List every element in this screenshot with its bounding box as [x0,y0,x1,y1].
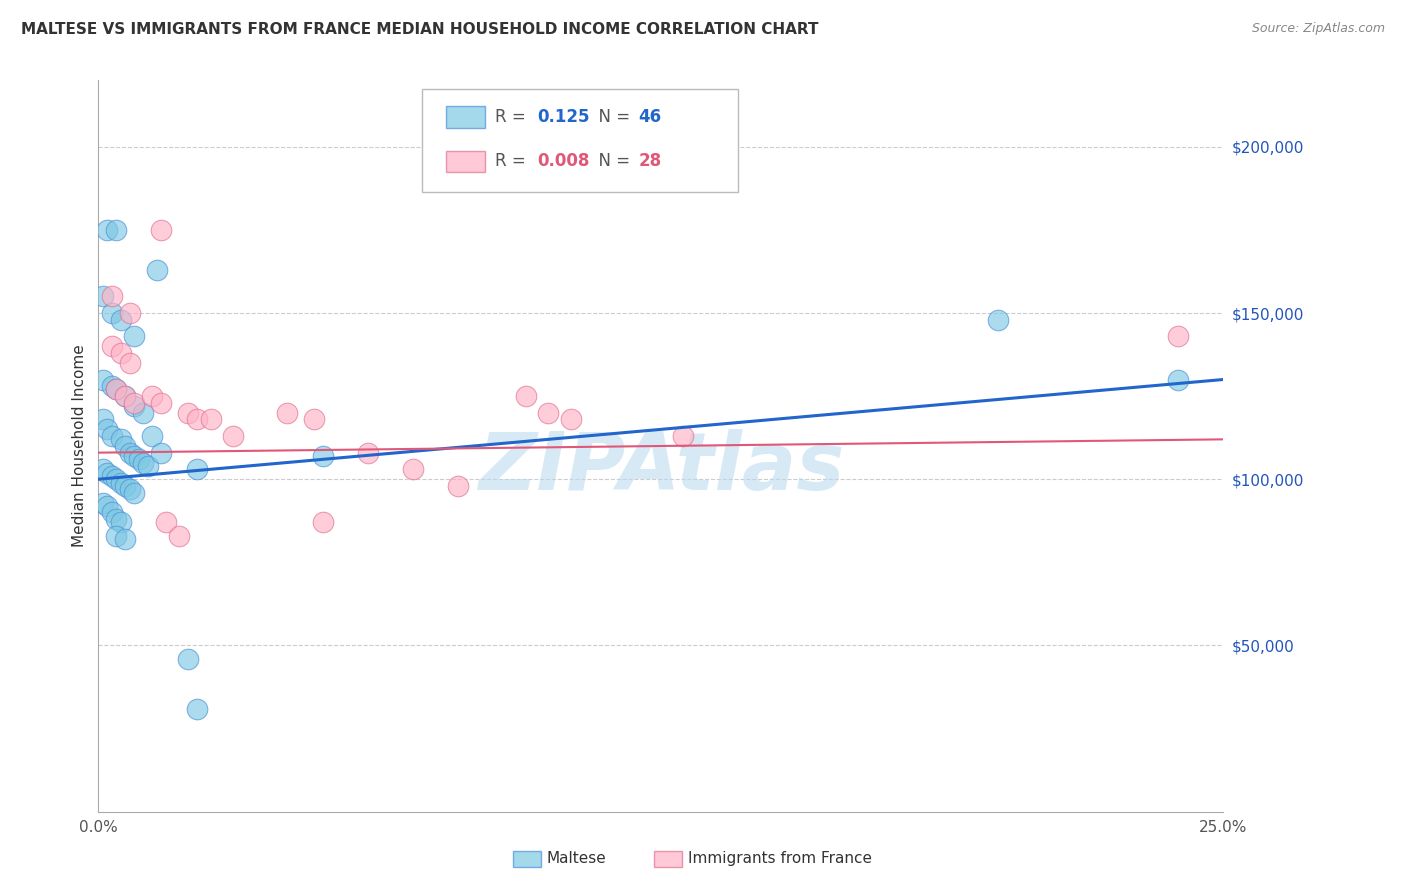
Point [118,482,141,496]
Point [1167,329,1189,343]
Point [357,445,380,459]
Text: ZIPAtlas: ZIPAtlas [478,429,844,507]
Point [105,472,128,486]
Point [114,389,136,403]
Point [105,512,128,526]
Point [447,479,470,493]
Point [169,529,191,543]
Point [96,466,118,480]
Text: R =: R = [495,153,531,170]
Point [177,652,200,666]
Point [110,433,132,447]
Point [118,356,141,370]
Text: R =: R = [495,108,531,126]
Point [186,462,208,476]
Point [101,306,124,320]
Point [101,506,124,520]
Text: Source: ZipAtlas.com: Source: ZipAtlas.com [1251,22,1385,36]
Text: N =: N = [588,108,636,126]
Point [141,389,163,403]
Point [672,429,695,443]
Point [141,429,163,443]
Point [124,449,146,463]
Point [155,516,177,530]
Point [110,346,132,360]
Text: 28: 28 [638,153,661,170]
Point [105,529,128,543]
Point [132,456,155,470]
Point [136,458,159,473]
Point [118,445,141,459]
Point [110,312,132,326]
Point [276,406,298,420]
Point [987,312,1010,326]
Point [114,479,136,493]
Point [105,223,128,237]
Point [402,462,425,476]
Point [132,406,155,420]
Point [304,412,326,426]
Text: 0.008: 0.008 [537,153,589,170]
Point [124,485,146,500]
Text: Maltese: Maltese [547,852,606,866]
Point [96,499,118,513]
Point [101,289,124,303]
Point [124,399,146,413]
Point [114,389,136,403]
Point [101,379,124,393]
Point [96,422,118,436]
Point [105,383,128,397]
Point [91,289,114,303]
Point [177,406,200,420]
Point [186,412,208,426]
Text: 0.125: 0.125 [537,108,589,126]
Point [110,516,132,530]
Point [114,439,136,453]
Text: N =: N = [588,153,636,170]
Point [1167,372,1189,386]
Point [124,396,146,410]
Point [537,406,560,420]
Point [312,449,335,463]
Point [186,701,208,715]
Point [200,412,222,426]
Point [312,516,335,530]
Point [515,389,537,403]
Point [222,429,245,443]
Point [91,495,114,509]
Text: Immigrants from France: Immigrants from France [688,852,872,866]
Point [118,306,141,320]
Point [110,475,132,490]
Text: 46: 46 [638,108,661,126]
Point [150,396,173,410]
Y-axis label: Median Household Income: Median Household Income [72,344,87,548]
Point [91,462,114,476]
Point [150,445,173,459]
Point [105,383,128,397]
Point [91,372,114,386]
Point [128,452,150,467]
Point [96,223,118,237]
Point [114,532,136,546]
Point [560,412,582,426]
Point [101,339,124,353]
Point [124,329,146,343]
Point [150,223,173,237]
Point [146,262,169,277]
Point [101,469,124,483]
Point [101,429,124,443]
Text: MALTESE VS IMMIGRANTS FROM FRANCE MEDIAN HOUSEHOLD INCOME CORRELATION CHART: MALTESE VS IMMIGRANTS FROM FRANCE MEDIAN… [21,22,818,37]
Point [91,412,114,426]
